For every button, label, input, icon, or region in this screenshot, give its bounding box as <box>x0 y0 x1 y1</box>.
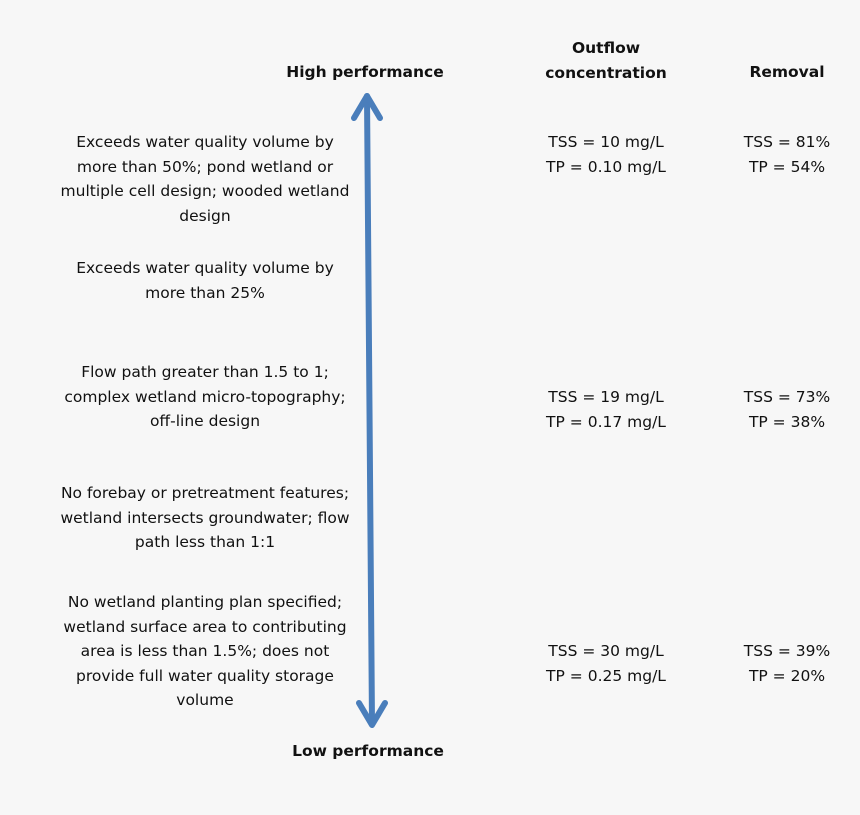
criteria-text: No wetland planting plan specified; wetl… <box>63 593 347 709</box>
criteria-text: Flow path greater than 1.5 to 1; complex… <box>64 363 346 430</box>
arrow-down-head-icon <box>356 700 388 728</box>
high-performance-label: High performance <box>286 63 444 81</box>
arrow-up-head-icon <box>351 93 383 121</box>
outflow-value: TSS = 30 mg/L TP = 0.25 mg/L <box>546 642 666 685</box>
criteria-text: No forebay or pretreatment features; wet… <box>60 484 350 551</box>
low-performance-label: Low performance <box>292 742 444 760</box>
arrow-shaft <box>364 93 375 727</box>
outflow-value: TSS = 19 mg/L TP = 0.17 mg/L <box>546 388 666 431</box>
outflow-value: TSS = 10 mg/L TP = 0.10 mg/L <box>546 133 666 176</box>
criteria-text: Exceeds water quality volume by more tha… <box>76 259 334 302</box>
removal-value: TSS = 81% TP = 54% <box>743 133 831 176</box>
removal-value: TSS = 39% TP = 20% <box>743 642 831 685</box>
criteria-text: Exceeds water quality volume by more tha… <box>60 133 350 225</box>
removal-header: Removal <box>749 63 825 81</box>
outflow-header: Outflow concentration <box>545 39 667 82</box>
removal-value: TSS = 73% TP = 38% <box>743 388 831 431</box>
